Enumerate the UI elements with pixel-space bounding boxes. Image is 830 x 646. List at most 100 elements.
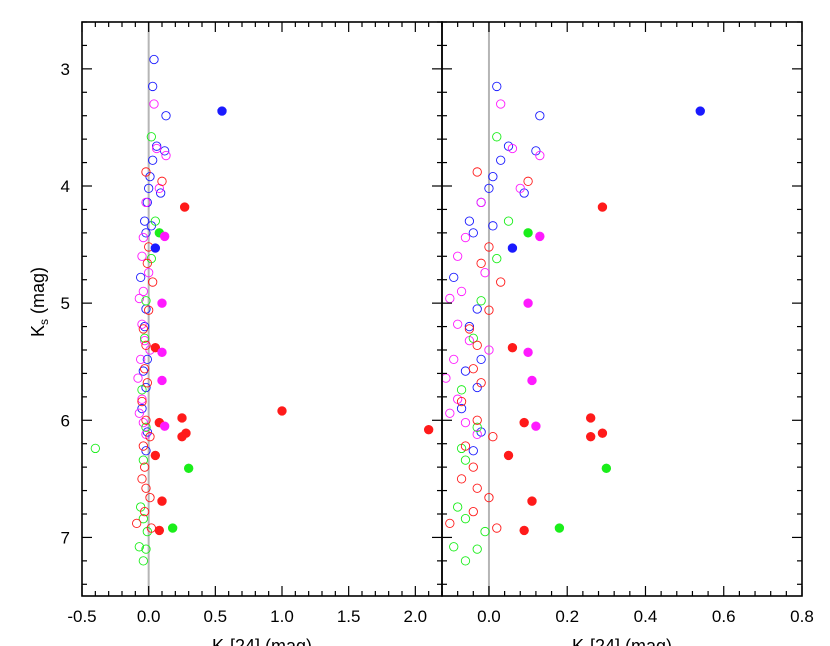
open-point-blue [136, 272, 146, 283]
open-point-blue [141, 228, 151, 238]
open-point-blue [149, 54, 159, 65]
open-point-blue [468, 446, 478, 456]
open-point-blue [148, 155, 158, 165]
open-point-magenta [136, 354, 146, 365]
filled-point-magenta [157, 298, 167, 308]
filled-point-magenta [157, 347, 167, 358]
filled-point-red [597, 428, 608, 438]
filled-point-red [519, 417, 529, 428]
open-point-red [142, 258, 152, 268]
open-point-green [453, 502, 463, 512]
open-point-red [472, 415, 482, 425]
open-point-blue [142, 354, 152, 365]
open-point-blue [492, 81, 502, 92]
open-point-blue [476, 354, 486, 365]
open-point-green [480, 526, 490, 537]
filled-point-green [183, 463, 194, 474]
filled-point-red [150, 342, 161, 353]
open-point-magenta [507, 143, 518, 154]
open-point-magenta [137, 319, 147, 329]
open-point-magenta [441, 373, 451, 383]
open-point-magenta [445, 293, 455, 304]
y-axis-title-main: K [28, 325, 48, 337]
y-tick-labels: 3 4 5 6 7 [61, 60, 70, 548]
filled-point-red [177, 431, 187, 442]
y-tick-label: 7 [61, 528, 70, 547]
open-point-magenta [535, 150, 545, 161]
open-point-green [141, 296, 151, 306]
x-tick-label: -0.5 [67, 607, 96, 626]
open-point-blue [464, 216, 475, 226]
open-point-red [141, 340, 151, 350]
open-point-magenta [137, 394, 147, 404]
open-point-blue [137, 403, 147, 414]
x-tick-label: 0.0 [137, 607, 161, 626]
y-tick-label: 5 [61, 294, 70, 313]
open-point-red [141, 483, 151, 493]
open-point-red [144, 305, 154, 315]
open-point-red [472, 167, 482, 177]
x-tick-label: 0.6 [712, 607, 736, 626]
left-panel: -0.5 0.0 0.5 1.0 1.5 2.0 [67, 21, 443, 626]
x-axis-title-left: K-[24] (mag) [212, 636, 312, 646]
open-point-magenta [472, 429, 482, 439]
open-point-red [145, 432, 155, 442]
open-point-red [476, 378, 486, 388]
open-point-blue [488, 221, 498, 231]
open-point-magenta [134, 293, 144, 304]
open-point-red [132, 518, 142, 529]
open-point-green [460, 514, 471, 524]
open-point-red [140, 462, 150, 472]
open-point-magenta [460, 232, 471, 243]
open-point-red [142, 378, 152, 388]
open-point-blue [140, 216, 150, 226]
x-tick-label: 0.8 [790, 607, 814, 626]
filled-point-magenta [157, 375, 167, 386]
x-axis-title-left-tail: -[24] (mag) [224, 636, 312, 646]
filled-point-magenta [535, 231, 545, 242]
open-point-magenta [449, 354, 459, 365]
open-point-red [138, 441, 148, 451]
x-axis-title-right: K-[24] (mag) [572, 636, 672, 646]
x-tick-label: 0.2 [555, 607, 579, 626]
open-point-green [492, 132, 502, 142]
open-point-red [523, 176, 533, 186]
open-point-magenta [138, 232, 148, 243]
open-point-blue [484, 183, 494, 193]
open-point-magenta [134, 408, 144, 418]
open-point-blue [468, 228, 478, 238]
filled-point-red [503, 450, 514, 461]
open-point-green [140, 333, 150, 343]
open-point-magenta [140, 335, 150, 346]
open-point-magenta [154, 183, 164, 193]
plot-frame [441, 21, 803, 597]
open-point-green [472, 422, 482, 432]
open-point-red [141, 167, 151, 177]
open-point-magenta [496, 99, 506, 109]
open-point-magenta [152, 143, 162, 154]
open-point-magenta [456, 286, 467, 297]
open-point-red [484, 492, 494, 503]
filled-point-green [554, 523, 565, 533]
open-point-blue [460, 366, 471, 376]
open-point-green [90, 443, 100, 454]
filled-point-red [585, 413, 596, 423]
open-point-red [456, 474, 467, 484]
filled-point-magenta [523, 298, 533, 308]
open-point-blue [488, 171, 498, 182]
open-point-red [140, 507, 150, 517]
open-point-green [138, 514, 148, 524]
open-point-red [148, 277, 158, 287]
open-point-green [134, 542, 144, 552]
open-point-green [472, 544, 482, 554]
filled-point-red [597, 202, 608, 212]
open-point-red [140, 364, 150, 374]
x-tick-label: 1.5 [337, 607, 361, 626]
y-tick-label: 3 [61, 60, 70, 79]
filled-point-red [150, 450, 161, 461]
filled-point-red [177, 413, 187, 423]
open-point-magenta [149, 99, 159, 109]
open-point-blue [141, 446, 151, 456]
open-point-blue [464, 321, 475, 332]
open-point-magenta [133, 373, 143, 383]
